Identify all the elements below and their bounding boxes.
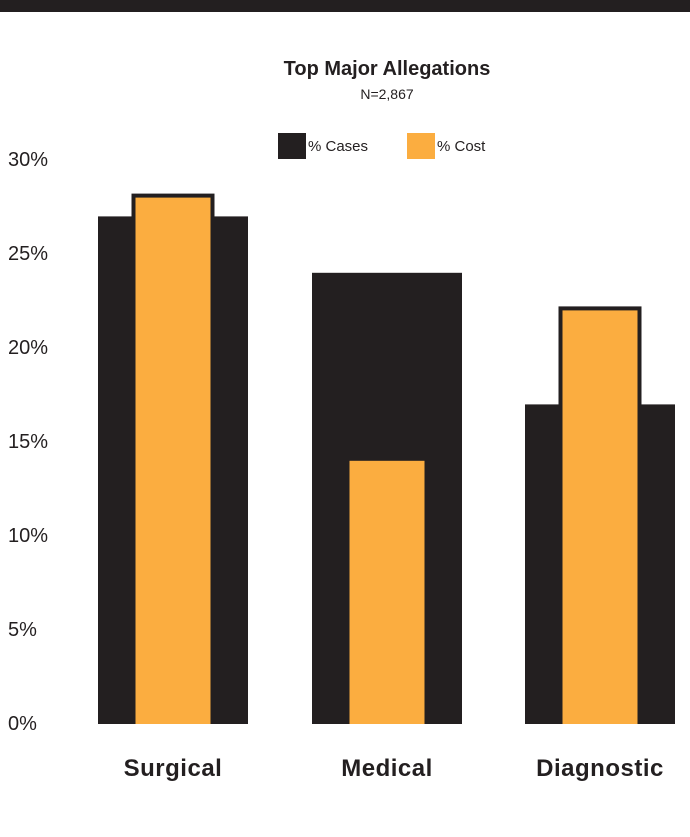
- legend-swatch-cases: [278, 133, 306, 159]
- y-tick-label: 20%: [8, 337, 49, 359]
- bar-cost-medical: [349, 460, 425, 724]
- y-tick-label: 30%: [8, 149, 49, 171]
- legend-label-cases: % Cases: [308, 137, 369, 155]
- x-tick-label-diagnostic: Diagnostic: [536, 755, 664, 782]
- legend-item-cases: % Cases: [278, 133, 368, 159]
- y-tick-label: 0%: [8, 713, 37, 735]
- y-tick-label: 10%: [8, 525, 49, 547]
- top-rule: [0, 0, 690, 12]
- legend-swatch-cost: [407, 133, 435, 159]
- y-tick-label: 25%: [8, 243, 49, 265]
- y-tick-label: 15%: [8, 431, 49, 453]
- x-tick-label-medical: Medical: [341, 755, 433, 782]
- legend-item-cost: % Cost: [407, 133, 485, 159]
- bar-cost-diagnostic: [562, 310, 638, 724]
- chart-title: Top Major Allegations: [283, 58, 491, 80]
- y-tick-label: 5%: [8, 619, 37, 641]
- legend-label-cost: % Cost: [437, 137, 486, 155]
- bar-cost-surgical: [135, 197, 211, 725]
- chart-subtitle: N=2,867: [360, 86, 414, 102]
- x-tick-label-surgical: Surgical: [123, 755, 223, 782]
